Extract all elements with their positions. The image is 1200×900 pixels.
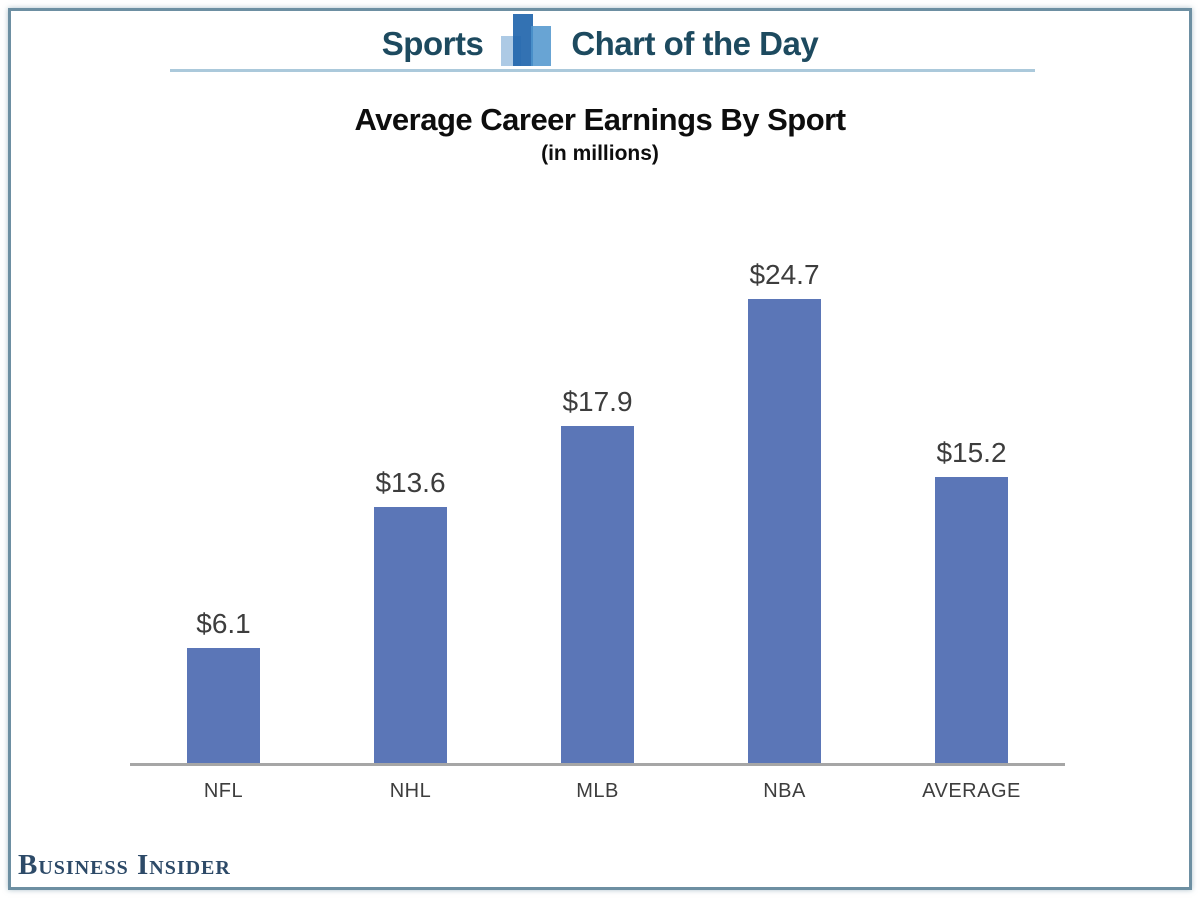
logo-bar-dark (513, 14, 534, 66)
bar-value-label: $15.2 (936, 437, 1007, 468)
bar-value-label: $17.9 (562, 386, 633, 417)
chart-subtitle: (in millions) (541, 142, 659, 165)
bar-column: $13.6 (317, 467, 504, 763)
bar-value-label: $13.6 (375, 467, 446, 498)
bar-chart-logo-icon (499, 14, 555, 70)
bar-value-label: $24.7 (749, 259, 820, 290)
category-label: AVERAGE (922, 780, 1021, 802)
brand-left-label: Sports (381, 25, 484, 62)
business-insider-logo: Business Insider (18, 849, 231, 881)
category-label: NBA (763, 780, 806, 802)
bar (561, 426, 634, 763)
plot-area: $6.1 $13.6 $17.9 $24.7 $15.2 (130, 240, 1065, 763)
plot-wrap: $6.1 $13.6 $17.9 $24.7 $15.2 NFL NHL MLB NB… (130, 240, 1065, 803)
chart-title: Average Career Earnings By Sport (354, 102, 846, 137)
header-divider (170, 69, 1035, 72)
bar (748, 299, 821, 763)
category-label: NFL (203, 780, 244, 802)
bar-column: $6.1 (130, 608, 317, 763)
bar (374, 507, 447, 763)
category-label: MLB (576, 780, 619, 802)
category-labels: NFL NHL MLB NBA AVERAGE (130, 780, 1065, 803)
bar-column: $24.7 (691, 259, 878, 763)
x-axis-line (130, 763, 1065, 766)
bar-value-label: $6.1 (196, 608, 251, 639)
bar (935, 477, 1008, 763)
logo-bar-medium (531, 26, 552, 66)
bar-column: $17.9 (504, 386, 691, 763)
bar (187, 648, 260, 763)
bar-column: $15.2 (878, 437, 1065, 763)
category-label: NHL (389, 780, 432, 802)
header: Sports Chart of the Day (0, 14, 1200, 70)
brand-right-label: Chart of the Day (571, 25, 819, 62)
